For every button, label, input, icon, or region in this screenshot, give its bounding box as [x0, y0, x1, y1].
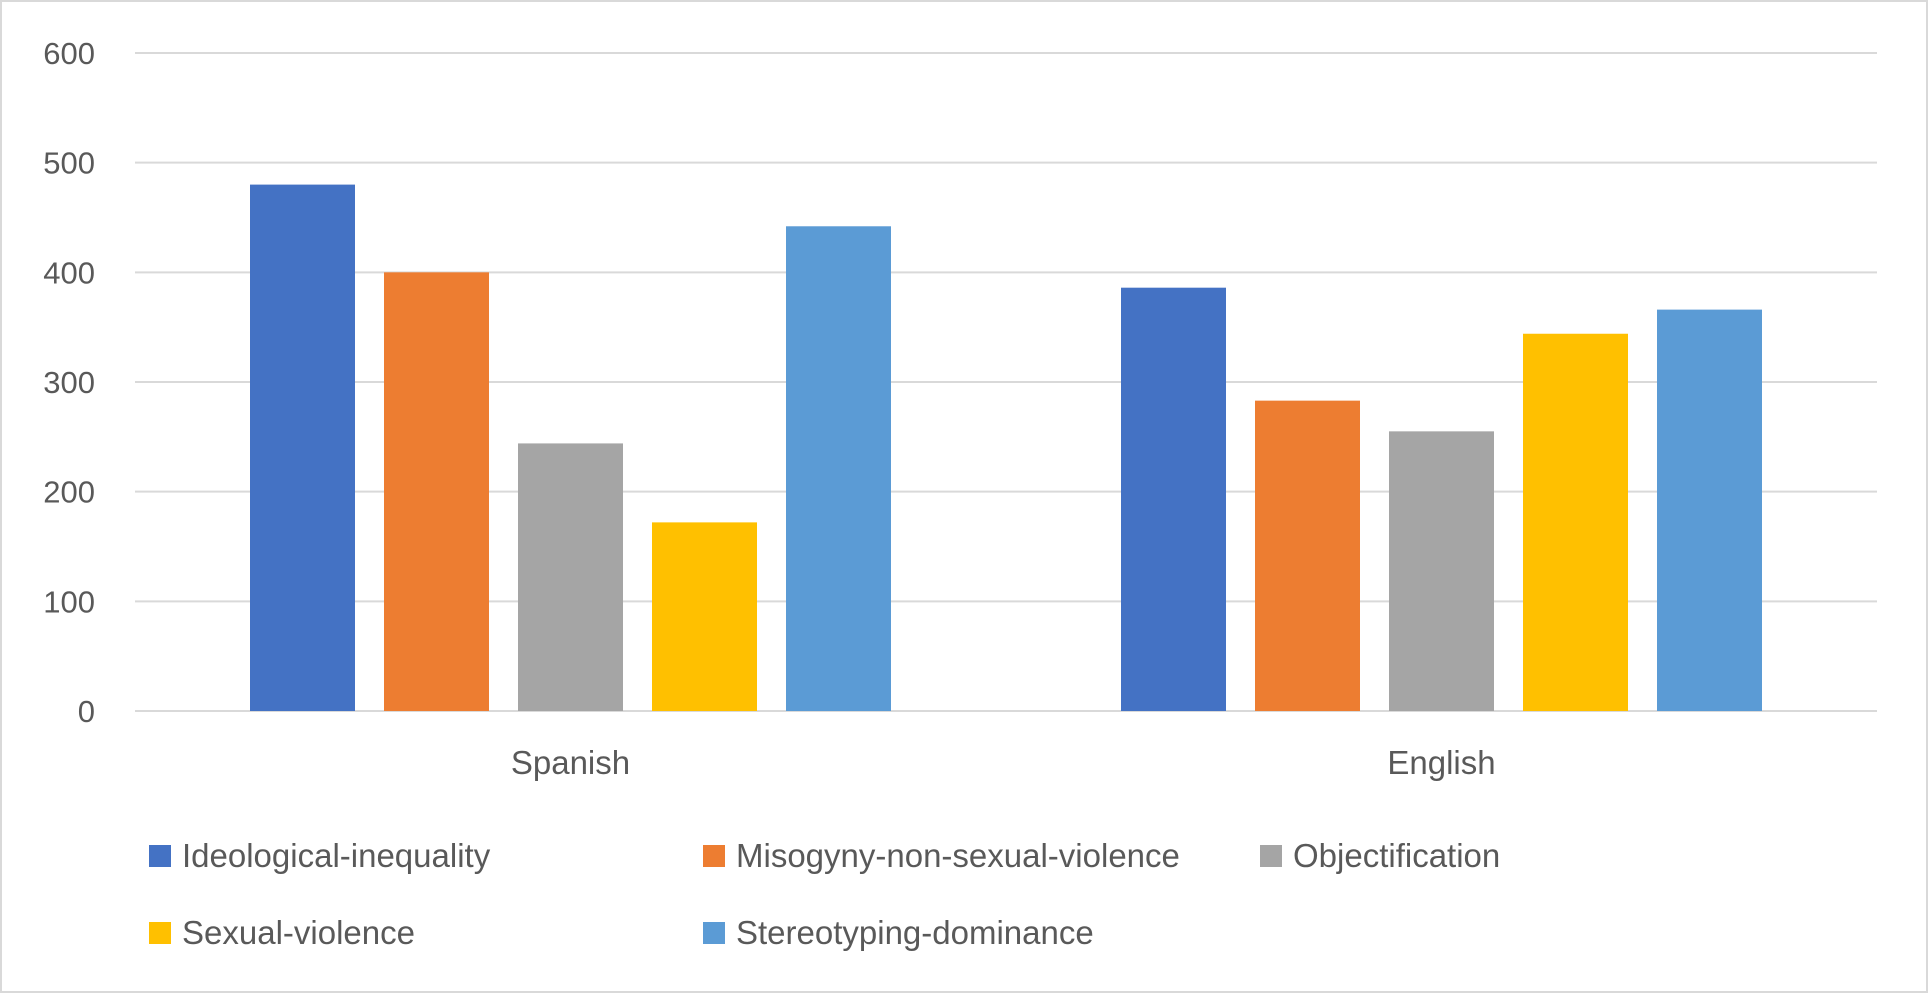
bar-english-stereotyping-dominance	[1657, 309, 1762, 711]
legend-swatch-stereotyping-dominance	[703, 922, 725, 944]
x-tick-label-english: English	[1387, 744, 1495, 781]
y-tick-label-0: 0	[78, 694, 95, 729]
legend-label-stereotyping-dominance: Stereotyping-dominance	[736, 914, 1094, 951]
legend-label-misogyny-non-sexual-violence: Misogyny-non-sexual-violence	[736, 837, 1180, 874]
y-tick-label-200: 200	[43, 475, 95, 510]
y-tick-label-600: 600	[43, 36, 95, 71]
y-tick-label-400: 400	[43, 255, 95, 290]
x-axis-category-labels: Spanish English	[511, 744, 1496, 781]
y-axis-tick-labels: 0 100 200 300 400 500 600	[43, 36, 95, 729]
legend-swatch-ideological-inequality	[149, 845, 171, 867]
x-tick-label-spanish: Spanish	[511, 744, 630, 781]
legend: Ideological-inequality Misogyny-non-sexua…	[149, 837, 1500, 951]
legend-swatch-misogyny-non-sexual-violence	[703, 845, 725, 867]
legend-label-sexual-violence: Sexual-violence	[182, 914, 415, 951]
y-tick-label-500: 500	[43, 146, 95, 181]
legend-label-ideological-inequality: Ideological-inequality	[182, 837, 491, 874]
bar-spanish-misogyny-non-sexual-violence	[384, 272, 489, 711]
legend-swatch-sexual-violence	[149, 922, 171, 944]
bars	[250, 184, 1762, 712]
bar-spanish-objectification	[518, 443, 623, 711]
y-tick-label-300: 300	[43, 365, 95, 400]
bar-spanish-sexual-violence	[652, 522, 757, 711]
legend-label-objectification: Objectification	[1293, 837, 1500, 874]
bar-english-ideological-inequality	[1121, 287, 1226, 711]
bar-spanish-stereotyping-dominance	[786, 226, 891, 712]
bar-spanish-ideological-inequality	[250, 184, 355, 712]
legend-swatch-objectification	[1260, 845, 1282, 867]
bar-english-objectification	[1389, 431, 1494, 711]
bar-english-sexual-violence	[1523, 333, 1628, 711]
y-tick-label-100: 100	[43, 584, 95, 619]
bar-english-misogyny-non-sexual-violence	[1255, 400, 1360, 711]
